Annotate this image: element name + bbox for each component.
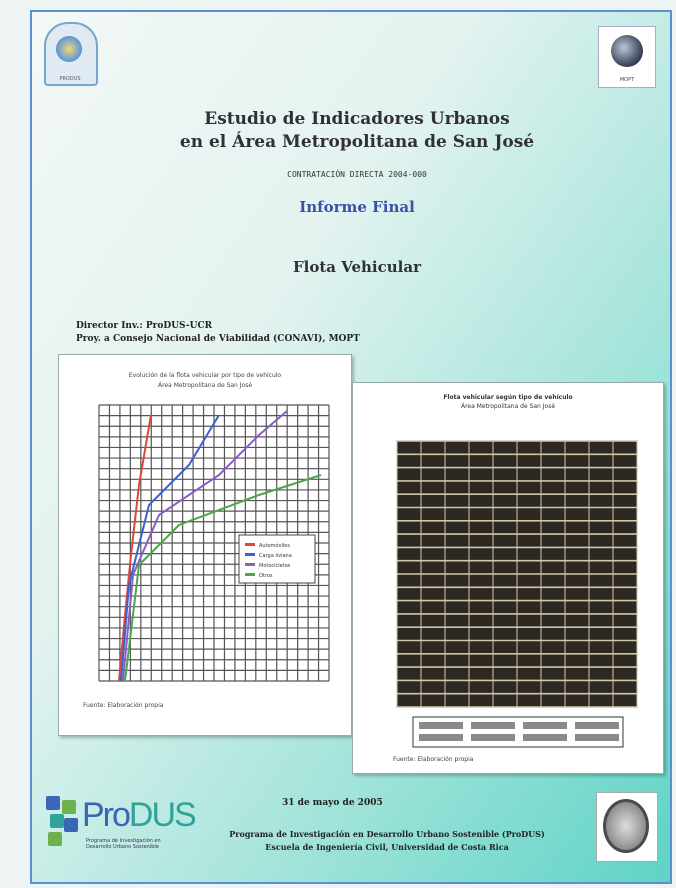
globe-icon — [611, 35, 643, 67]
authors-line-1: Director Inv.: ProDUS-UCR — [76, 321, 213, 331]
produs-tagline: Programa de Investigación en Desarrollo … — [86, 838, 161, 850]
authors-line-2: Proy. a Consejo Nacional de Viabilidad (… — [76, 334, 360, 344]
footer-line-2: Escuela de Ingeniería Civil, Universidad… — [265, 842, 509, 852]
left-legend-label: Carga liviana — [259, 553, 292, 559]
contract-code: CONTRATACIÓN DIRECTA 2004-000 — [287, 170, 427, 179]
title-line-2: en el Área Metropolitana de San José — [179, 132, 535, 152]
right-chart-legend — [412, 716, 624, 748]
footer-line-1: Programa de Investigación en Desarrollo … — [229, 829, 545, 839]
left-series-line — [120, 414, 220, 682]
produs-wordmark: ProDUS — [82, 796, 197, 835]
left-legend-label: Automóviles — [259, 542, 290, 549]
report-date: 31 de mayo de 2005 — [282, 798, 383, 808]
left-legend-swatch — [245, 543, 255, 546]
right-legend-cell — [575, 734, 619, 741]
left-legend-items: Automóviles Carga liviana Motocicletas Otro… — [245, 542, 292, 579]
ucr-seal — [596, 792, 658, 862]
university-logo: PRODUS — [44, 22, 98, 86]
left-legend-swatch — [245, 573, 255, 576]
left-legend-swatch — [245, 563, 255, 566]
right-chart-grid — [396, 440, 638, 708]
mopt-logo-caption: MOPT — [619, 77, 635, 83]
right-legend-cell — [575, 722, 619, 729]
right-legend-cell — [523, 734, 567, 741]
left-chart-lines — [118, 410, 322, 682]
left-chart-svg: Evolución de la flota vehicular por tipo… — [83, 372, 330, 709]
footer-institution: Programa de Investigación en Desarrollo … — [182, 828, 592, 854]
report-cover: PRODUS MOPT Estudio de Indicadores Urban… — [30, 10, 672, 884]
right-chart-title-2: Área Metropolitana de San José — [461, 403, 555, 410]
right-chart-title-1: Flota vehicular según tipo de vehículo — [443, 394, 572, 401]
title-line-1: Estudio de Indicadores Urbanos — [204, 109, 510, 129]
report-subtitle: Informe Final — [299, 198, 415, 216]
left-figure: Evolución de la flota vehicular por tipo… — [58, 354, 352, 736]
left-legend-label: Motocicletas — [259, 563, 291, 569]
right-legend-cell — [471, 734, 515, 741]
produs-word-b: DUS — [128, 796, 197, 834]
right-legend-cell — [523, 722, 567, 729]
report-topic: Flota Vehicular — [293, 258, 421, 276]
right-chart-svg: Flota vehicular según tipo de vehículo Á… — [393, 394, 638, 763]
report-title: Estudio de Indicadores Urbanos en el Áre… — [122, 108, 592, 154]
left-chart-title-2: Área Metropolitana de San José — [158, 382, 252, 389]
left-chart-title-1: Evolución de la flota vehicular por tipo… — [129, 372, 282, 379]
shield-icon — [56, 36, 82, 62]
right-legend-cell — [471, 722, 515, 729]
seal-icon — [603, 799, 649, 853]
left-series-line — [124, 474, 322, 682]
produs-logo: ProDUS Programa de Investigación en Desa… — [46, 792, 197, 852]
produs-word-a: Pro — [82, 796, 131, 834]
university-logo-caption: PRODUS — [59, 76, 81, 82]
produs-blocks-icon — [46, 796, 80, 846]
right-legend-cell — [419, 722, 463, 729]
authors-block: Director Inv.: ProDUS-UCR Proy. a Consej… — [76, 320, 360, 346]
left-series-line — [122, 410, 288, 682]
right-legend-box — [412, 716, 624, 748]
right-chart-source: Fuente: Elaboración propia — [393, 756, 474, 763]
left-legend-swatch — [245, 553, 255, 556]
left-series-line — [118, 414, 152, 682]
right-figure: Flota vehicular según tipo de vehículo Á… — [352, 382, 664, 774]
left-legend-label: Otros — [259, 573, 273, 579]
right-legend-cell — [419, 734, 463, 741]
mopt-logo: MOPT — [598, 26, 656, 88]
left-chart-source: Fuente: Elaboración propia — [83, 702, 164, 709]
